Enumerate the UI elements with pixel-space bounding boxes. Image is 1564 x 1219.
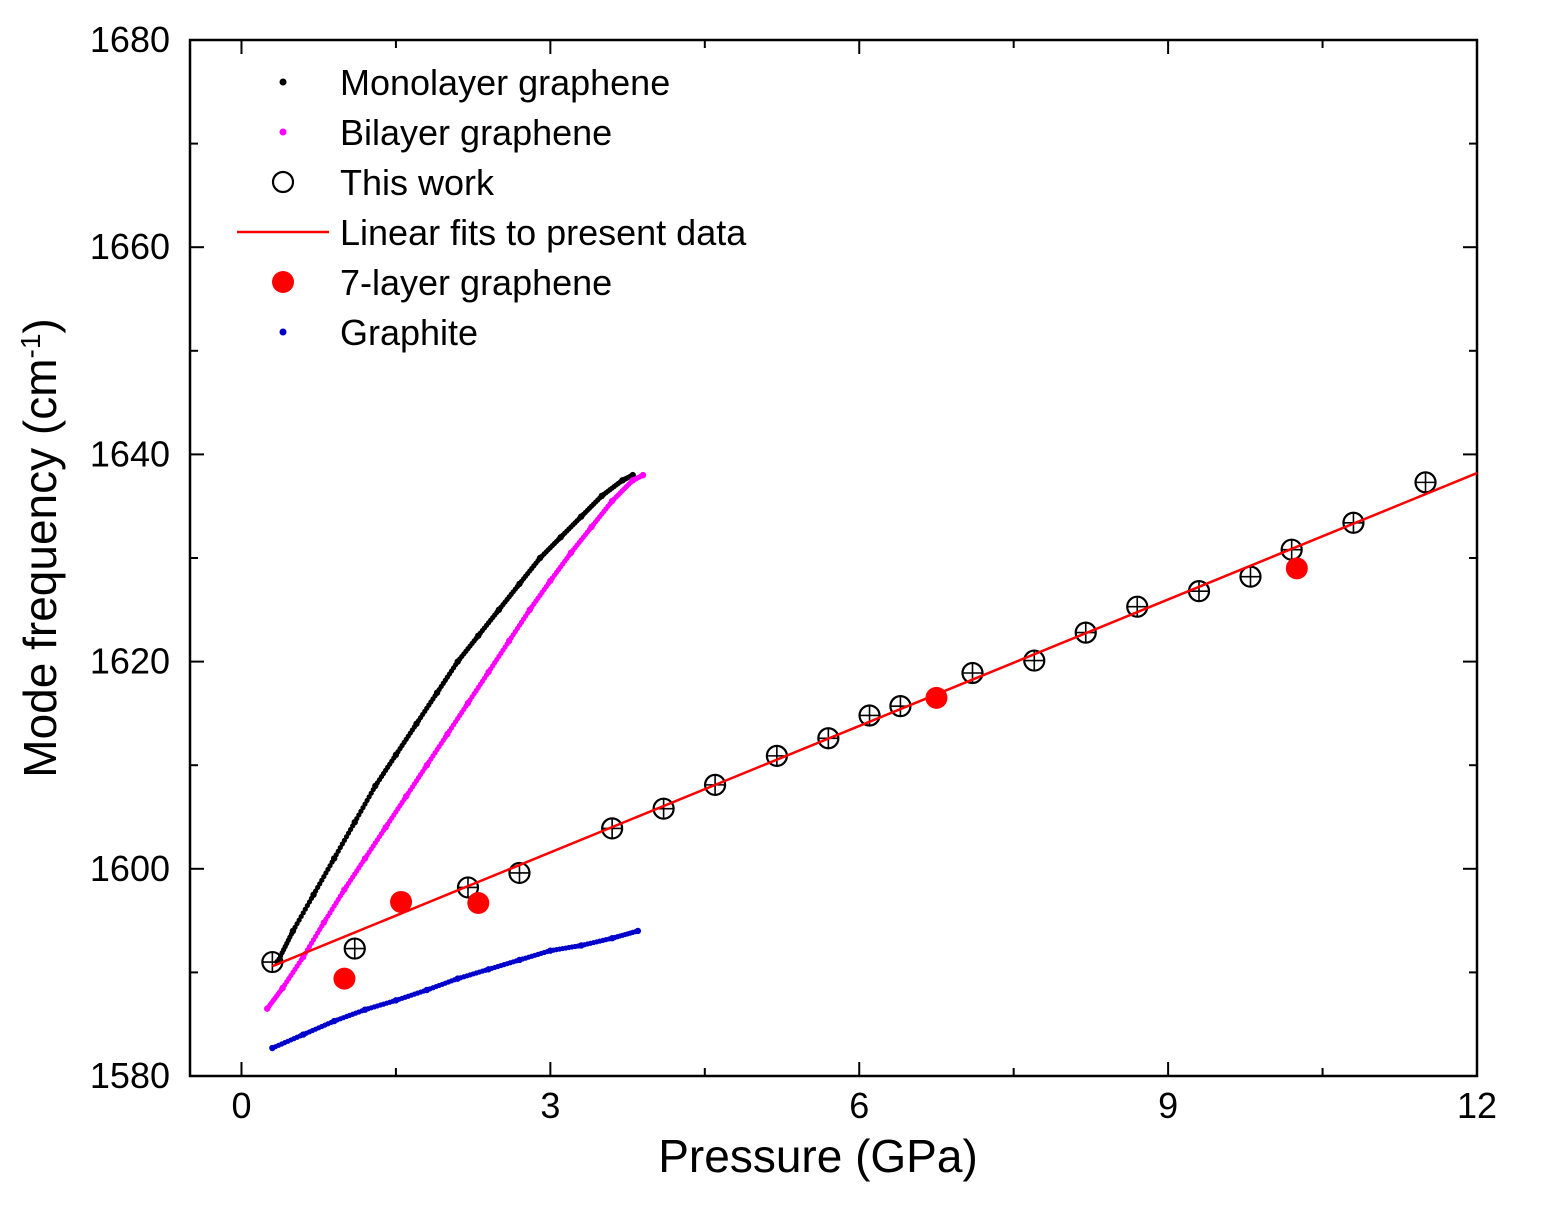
data-point-7-layer-graphene: [390, 890, 413, 913]
data-point-this-work: [343, 937, 366, 960]
legend-label: 7-layer graphene: [340, 262, 612, 303]
y-tick-label: 1620: [90, 641, 170, 682]
y-axis-title-tail: ): [14, 318, 66, 333]
legend-marker: [279, 78, 287, 86]
y-axis-title-superscript: -1: [15, 334, 46, 359]
y-axis-title-main: Mode frequency (cm: [14, 358, 66, 777]
legend-item-7-layer-graphene: 7-layer graphene: [272, 262, 612, 303]
data-point-this-work: [1414, 471, 1437, 494]
data-point-7-layer-graphene: [925, 686, 948, 709]
x-tick-label: 9: [1158, 1085, 1178, 1126]
legend-label: Bilayer graphene: [340, 112, 612, 153]
fit-line: [271, 471, 1478, 968]
data-point-7-layer-graphene: [467, 891, 490, 914]
legend-marker: [279, 128, 287, 136]
series-this-work: [261, 471, 1437, 974]
trace-dot-monolayer-graphene: [630, 472, 636, 478]
x-tick-label: 6: [849, 1085, 869, 1126]
y-tick-label: 1600: [90, 848, 170, 889]
x-tick-label: 12: [1457, 1085, 1497, 1126]
legend-label: Graphite: [340, 312, 478, 353]
legend-label: Linear fits to present data: [340, 212, 747, 253]
x-tick-label: 3: [540, 1085, 560, 1126]
legend-item-this-work: This work: [271, 162, 495, 203]
data-point-7-layer-graphene: [1285, 557, 1308, 580]
trace-dot-bilayer-graphene: [640, 472, 646, 478]
series-monolayer-graphene: [274, 471, 636, 966]
x-tick-label: 0: [231, 1085, 251, 1126]
y-tick-label: 1660: [90, 226, 170, 267]
y-tick-label: 1680: [90, 19, 170, 60]
legend-label: This work: [340, 162, 495, 203]
y-tick-label: 1580: [90, 1055, 170, 1096]
y-axis-title: Mode frequency (cm-1): [14, 318, 66, 778]
legend-item-monolayer-graphene: Monolayer graphene: [279, 62, 670, 103]
series-7-layer-graphene: [333, 557, 1308, 990]
legend-label: Monolayer graphene: [340, 62, 670, 103]
legend-item-bilayer-graphene: Bilayer graphene: [279, 112, 612, 153]
y-tick-label: 1640: [90, 433, 170, 474]
x-axis-title: Pressure (GPa): [658, 1130, 978, 1182]
trace-dot-graphite: [635, 928, 641, 934]
legend-item-graphite: Graphite: [279, 312, 478, 353]
legend-item-linear-fits-to-present-data: Linear fits to present data: [237, 212, 747, 253]
series-graphite: [269, 927, 642, 1052]
series-bilayer-graphene: [264, 471, 647, 1012]
legend-marker: [279, 328, 287, 336]
legend-marker: [272, 271, 294, 293]
series-linear-fits-to-present-data: [271, 471, 1478, 968]
legend-marker: [271, 170, 295, 194]
data-point-7-layer-graphene: [333, 967, 356, 990]
